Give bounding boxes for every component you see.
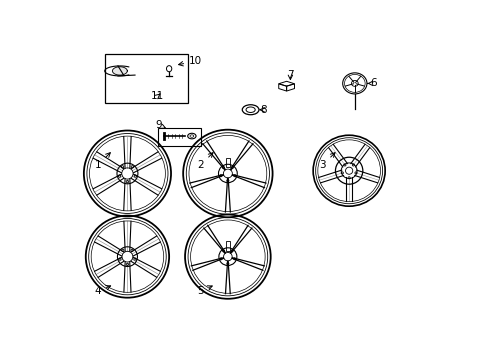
- Polygon shape: [112, 67, 127, 75]
- Text: 10: 10: [178, 56, 202, 66]
- Bar: [158, 128, 201, 146]
- Bar: [225, 242, 229, 251]
- Text: 4: 4: [94, 285, 110, 296]
- Text: 6: 6: [367, 78, 376, 89]
- Bar: [104, 54, 188, 103]
- Text: 7: 7: [286, 70, 293, 80]
- Text: 8: 8: [260, 105, 266, 115]
- Text: 3: 3: [319, 153, 334, 170]
- Text: 1: 1: [94, 153, 110, 170]
- Bar: [225, 158, 230, 167]
- Text: 11: 11: [151, 91, 164, 101]
- Text: 9: 9: [155, 120, 165, 130]
- Text: 2: 2: [197, 153, 213, 170]
- Text: 5: 5: [197, 286, 212, 296]
